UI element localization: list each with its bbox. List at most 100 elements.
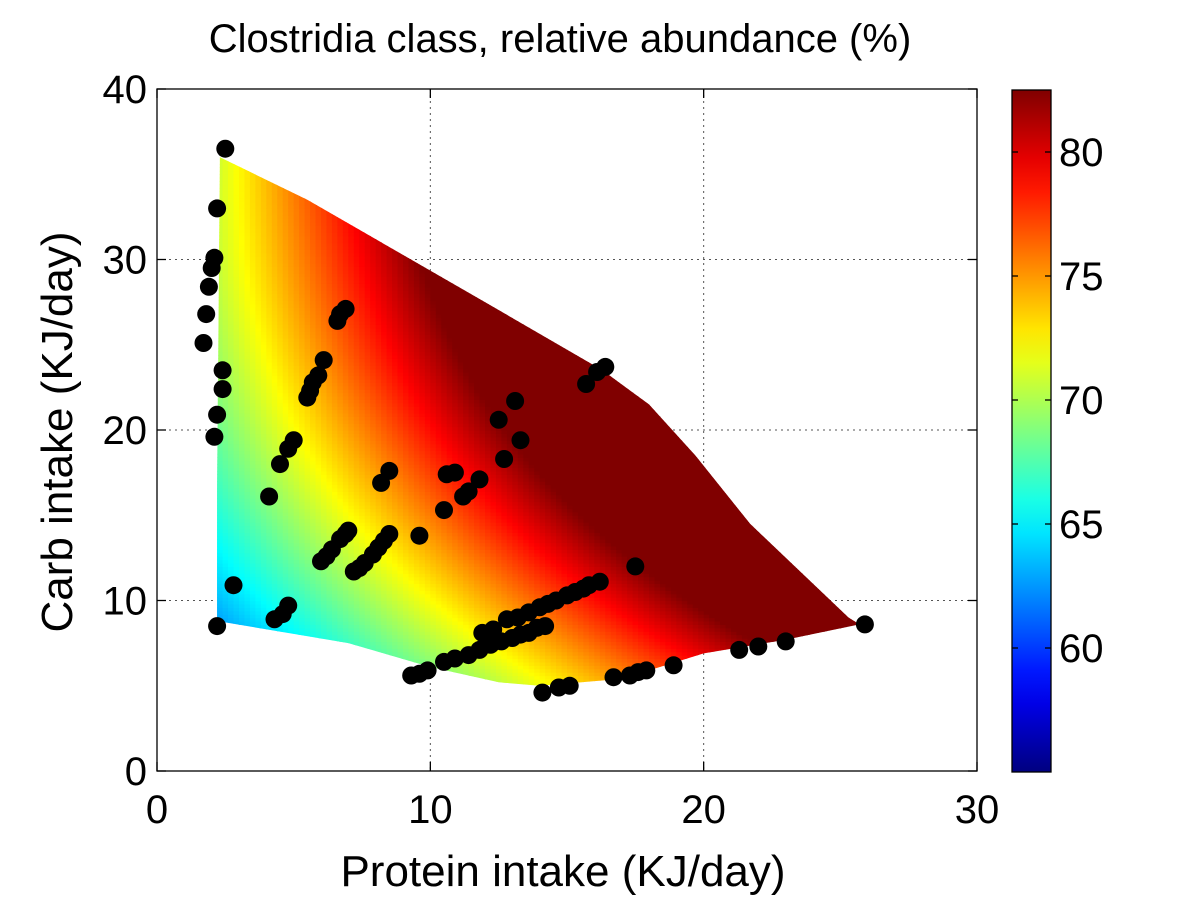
surface-cell — [239, 307, 245, 311]
surface-cell — [228, 263, 234, 267]
surface-cell — [244, 669, 250, 673]
surface-cell — [250, 686, 256, 690]
surface-cell — [228, 450, 234, 454]
surface-cell — [305, 423, 311, 427]
surface-cell — [343, 420, 349, 424]
surface-cell — [310, 416, 316, 420]
surface-cell — [354, 450, 360, 454]
surface-cell — [348, 611, 354, 615]
surface-cell — [223, 512, 229, 516]
surface-cell — [294, 420, 300, 424]
surface-cell — [370, 311, 376, 315]
surface-cell — [266, 522, 272, 526]
surface-cell — [250, 341, 256, 345]
surface-cell — [223, 181, 229, 185]
surface-cell — [310, 502, 316, 506]
surface-cell — [370, 242, 376, 246]
surface-cell — [343, 399, 349, 403]
surface-cell — [348, 188, 354, 192]
surface-cell — [326, 502, 332, 506]
surface-cell — [305, 454, 311, 458]
surface-cell — [261, 321, 267, 325]
surface-cell — [294, 488, 300, 492]
surface-cell — [305, 485, 311, 489]
surface-cell — [326, 587, 332, 591]
surface-cell — [343, 392, 349, 396]
surface-cell — [250, 444, 256, 448]
surface-cell — [299, 256, 305, 260]
surface-cell — [354, 461, 360, 465]
surface-cell — [348, 498, 354, 502]
surface-cell — [354, 641, 360, 645]
surface-cell — [255, 256, 261, 260]
surface-cell — [266, 242, 272, 246]
surface-cell — [359, 386, 365, 390]
surface-cell — [294, 321, 300, 325]
surface-cell — [370, 413, 376, 417]
surface-cell — [239, 525, 245, 529]
surface-cell — [305, 495, 311, 499]
surface-cell — [354, 430, 360, 434]
surface-cell — [305, 348, 311, 352]
surface-cell — [343, 669, 349, 673]
surface-cell — [294, 498, 300, 502]
surface-cell — [283, 174, 289, 178]
surface-cell — [299, 277, 305, 281]
surface-cell — [316, 195, 322, 199]
surface-cell — [277, 379, 283, 383]
surface-cell — [326, 208, 332, 212]
surface-cell — [288, 536, 294, 540]
surface-cell — [365, 263, 371, 267]
surface-cell — [261, 154, 267, 158]
surface-cell — [316, 427, 322, 431]
surface-cell — [250, 392, 256, 396]
surface-cell — [234, 488, 240, 492]
surface-cell — [348, 658, 354, 662]
surface-cell — [288, 379, 294, 383]
surface-cell — [250, 491, 256, 495]
surface-cell — [305, 635, 311, 639]
surface-cell — [288, 236, 294, 240]
surface-cell — [332, 335, 338, 339]
surface-cell — [255, 468, 261, 472]
surface-cell — [376, 219, 382, 223]
surface-cell — [354, 232, 360, 236]
surface-cell — [299, 485, 305, 489]
surface-cell — [332, 410, 338, 414]
surface-cell — [299, 287, 305, 291]
surface-cell — [212, 167, 218, 171]
surface-cell — [244, 263, 250, 267]
surface-cell — [348, 205, 354, 209]
surface-cell — [228, 416, 234, 420]
surface-cell — [310, 433, 316, 437]
surface-cell — [348, 601, 354, 605]
surface-cell — [250, 457, 256, 461]
surface-cell — [316, 635, 322, 639]
surface-cell — [326, 437, 332, 441]
surface-cell — [223, 447, 229, 451]
surface-cell — [228, 645, 234, 649]
surface-cell — [316, 212, 322, 216]
surface-cell — [365, 577, 371, 581]
surface-cell — [310, 294, 316, 298]
surface-cell — [321, 297, 327, 301]
surface-cell — [239, 178, 245, 182]
surface-cell — [305, 341, 311, 345]
surface-cell — [288, 485, 294, 489]
surface-cell — [223, 491, 229, 495]
surface-cell — [277, 188, 283, 192]
surface-cell — [326, 662, 332, 666]
surface-cell — [365, 379, 371, 383]
surface-cell — [255, 263, 261, 267]
surface-cell — [266, 154, 272, 158]
surface-cell — [365, 300, 371, 304]
surface-cell — [255, 178, 261, 182]
surface-cell — [255, 362, 261, 366]
surface-cell — [316, 669, 322, 673]
surface-cell — [266, 171, 272, 175]
surface-cell — [370, 164, 376, 168]
surface-cell — [305, 249, 311, 253]
surface-cell — [316, 682, 322, 686]
surface-cell — [239, 222, 245, 226]
surface-cell — [381, 563, 387, 567]
